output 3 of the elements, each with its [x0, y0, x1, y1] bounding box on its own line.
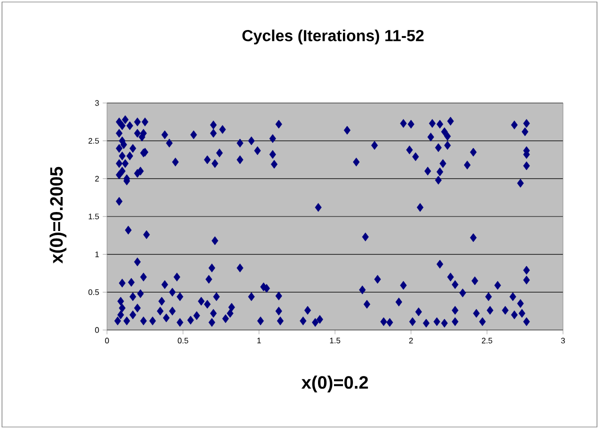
x-axis-title: x(0)=0.2 [301, 376, 368, 392]
chart-title: Cycles (Iterations) 11-52 [242, 30, 424, 44]
y-axis-title: x(0)=0.2005 [50, 166, 66, 264]
